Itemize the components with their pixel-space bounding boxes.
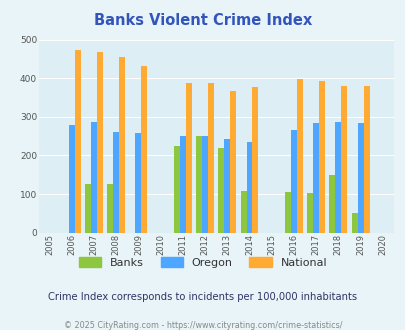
Bar (91, 122, 97, 233)
Bar (335, 122, 341, 233)
Text: © 2025 CityRating.com - https://www.cityrating.com/crime-statistics/: © 2025 CityRating.com - https://www.city… (64, 321, 341, 330)
Bar (208, 83, 213, 233)
Bar (284, 192, 290, 233)
Bar (69, 124, 75, 233)
Bar (252, 87, 258, 233)
Text: Crime Index corresponds to incidents per 100,000 inhabitants: Crime Index corresponds to incidents per… (48, 292, 357, 302)
Bar (179, 136, 185, 233)
Bar (218, 148, 224, 233)
Bar (97, 52, 103, 233)
Bar (312, 123, 318, 233)
Bar (75, 50, 81, 233)
Text: Banks Violent Crime Index: Banks Violent Crime Index (94, 13, 311, 27)
Bar (85, 184, 91, 233)
Bar (185, 83, 192, 233)
Bar (290, 130, 296, 233)
Bar (240, 191, 246, 233)
Bar (328, 175, 335, 233)
Bar (141, 66, 147, 233)
Bar (113, 132, 119, 233)
Bar (119, 57, 125, 233)
Bar (306, 193, 312, 233)
Bar (135, 133, 141, 233)
Bar (107, 184, 113, 233)
Legend: Banks, Oregon, National: Banks, Oregon, National (74, 252, 331, 272)
Bar (230, 90, 236, 233)
Bar (318, 81, 324, 233)
Bar (202, 136, 208, 233)
Bar (173, 146, 179, 233)
Bar (351, 214, 357, 233)
Bar (196, 136, 202, 233)
Bar (357, 123, 362, 233)
Bar (296, 79, 302, 233)
Bar (362, 86, 369, 233)
Bar (224, 139, 230, 233)
Bar (341, 86, 346, 233)
Bar (246, 142, 252, 233)
